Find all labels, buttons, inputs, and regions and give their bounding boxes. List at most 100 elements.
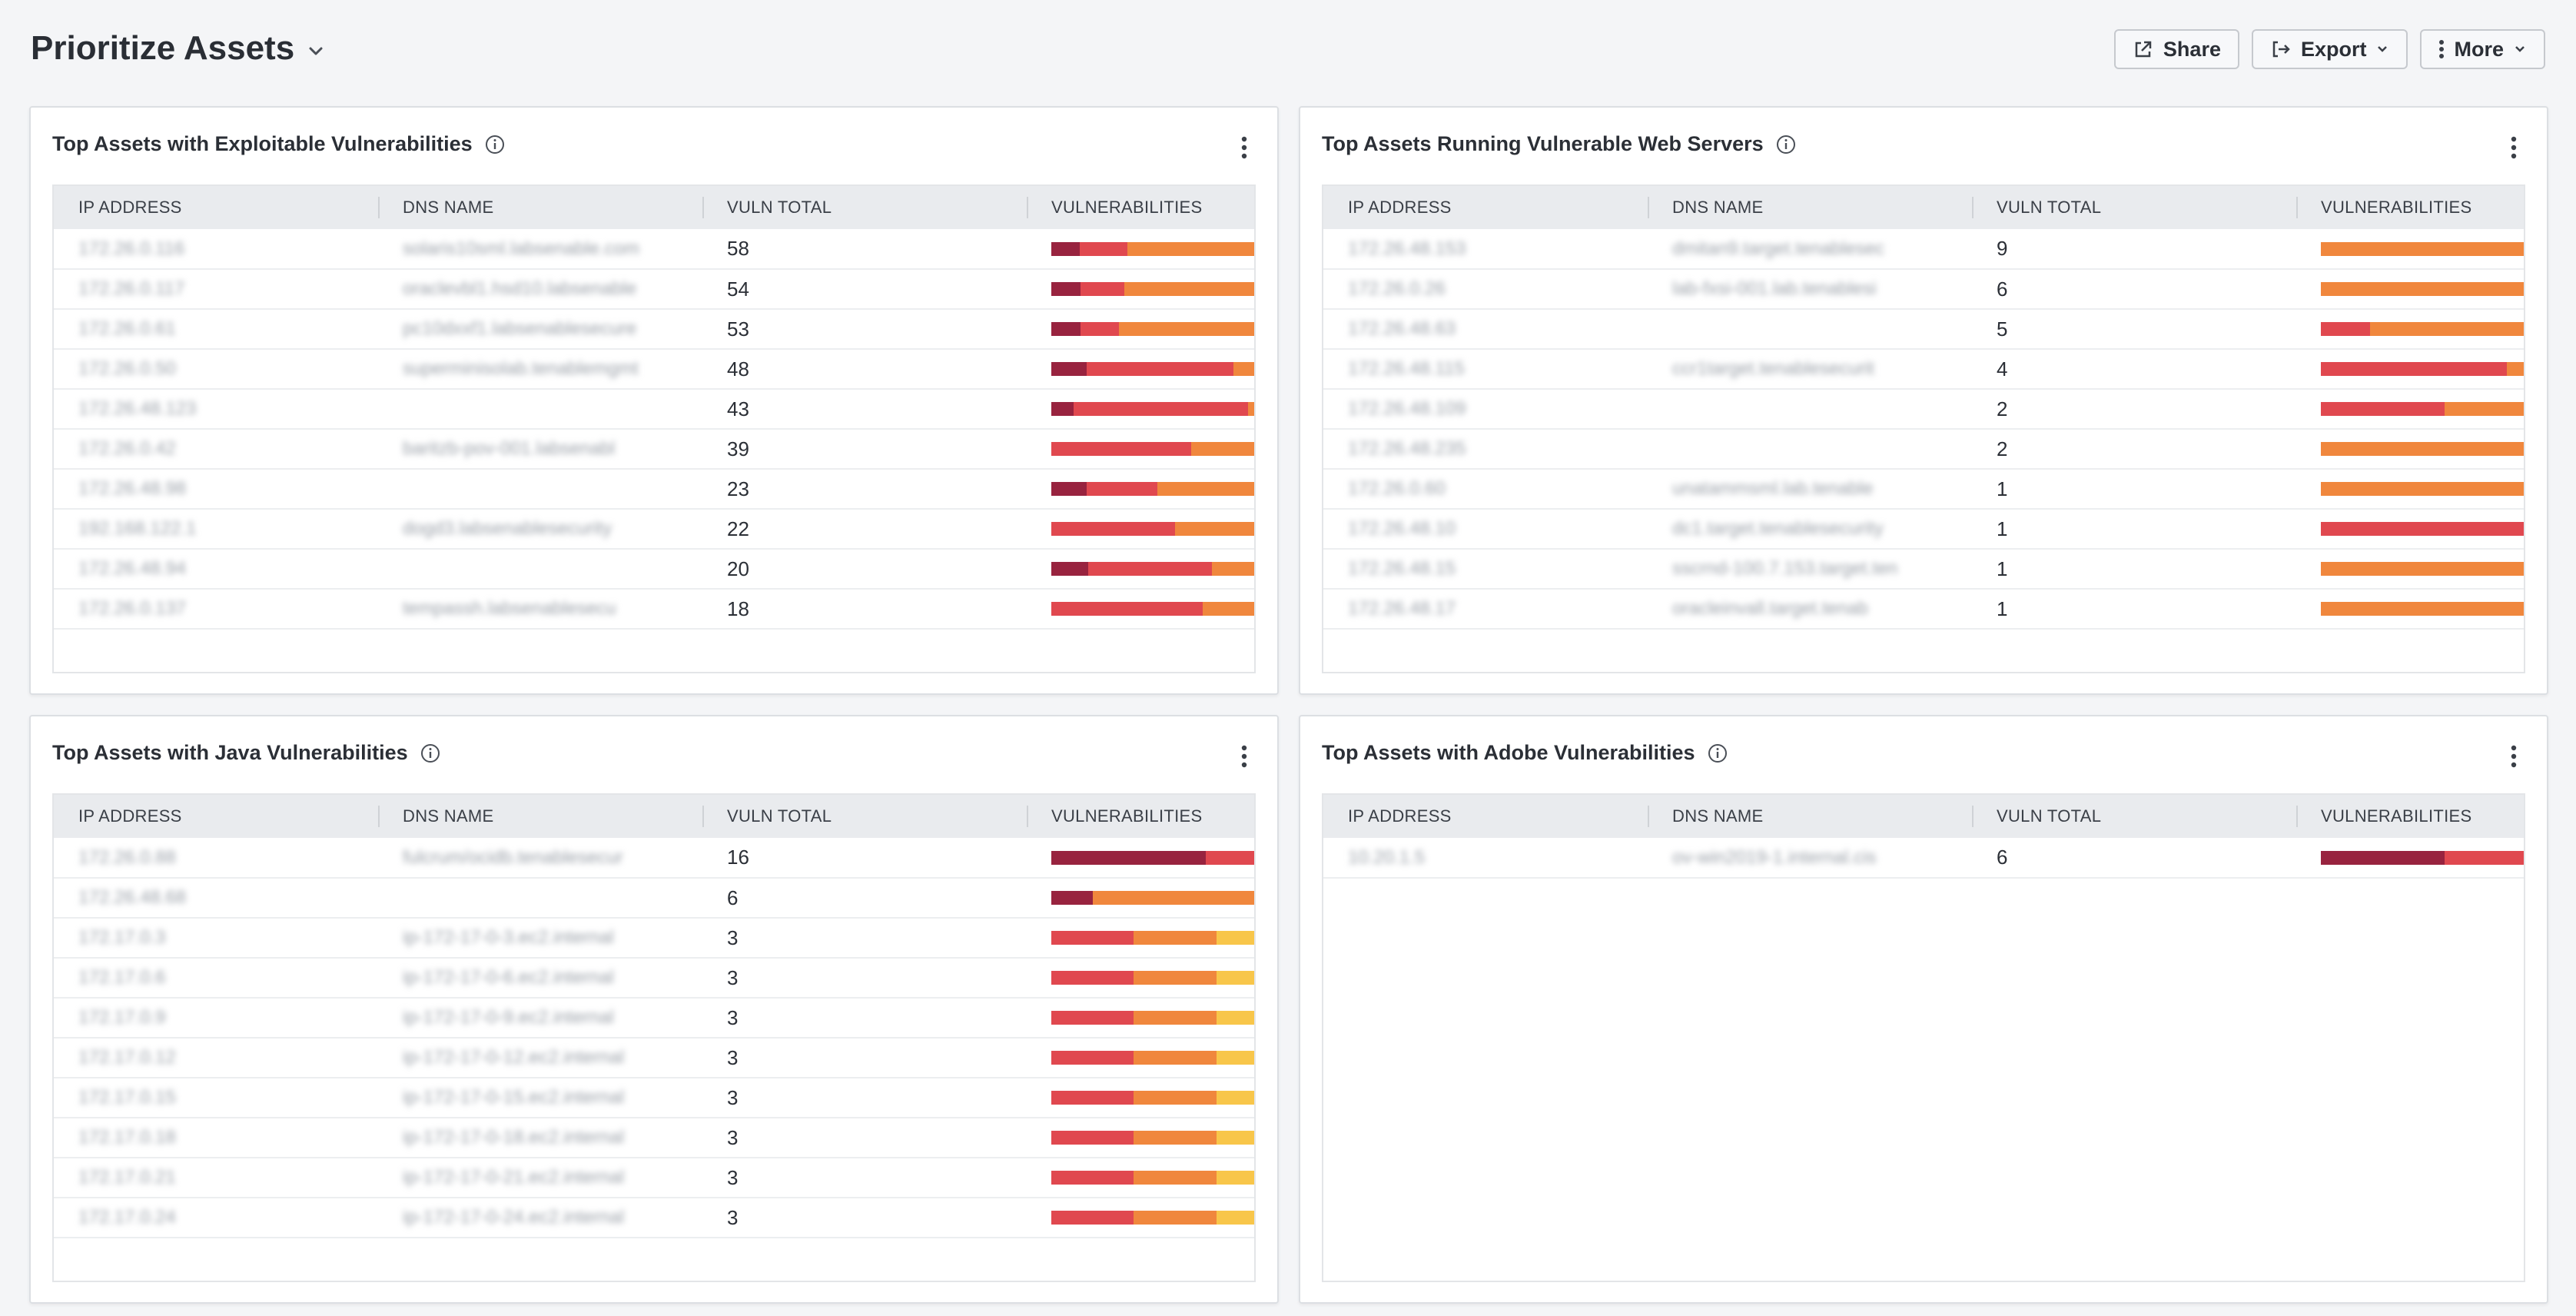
severity-segment-high[interactable] [1080, 282, 1124, 296]
vulnerabilities-cell[interactable] [1027, 509, 1254, 549]
column-dns-name[interactable]: DNS NAME [378, 186, 702, 229]
severity-segment-high[interactable] [2321, 362, 2507, 376]
ip-address-cell[interactable]: 172.26.0.137 [78, 598, 187, 619]
severity-bar[interactable] [1051, 282, 1254, 296]
severity-bar[interactable] [1051, 931, 1254, 945]
vulnerabilities-cell[interactable] [2296, 389, 2524, 429]
vulnerabilities-cell[interactable] [1027, 269, 1254, 309]
vulnerabilities-cell[interactable] [1027, 958, 1254, 998]
ip-address-cell[interactable]: 172.17.0.21 [78, 1167, 176, 1188]
column-vuln-total[interactable]: VULN TOTAL [1972, 795, 2296, 838]
table-row[interactable]: 172.26.48.94 20 [54, 549, 1254, 589]
severity-segment-high[interactable] [1051, 1131, 1134, 1145]
table-row[interactable]: 172.26.48.115 ccr1target.tenablesecurit 4 [1323, 349, 2524, 389]
vulnerabilities-cell[interactable] [1027, 1038, 1254, 1078]
ip-address-cell[interactable]: 172.17.0.9 [78, 1007, 166, 1028]
table-row[interactable]: 172.26.48.15 sscrnd-100.7.153.target.ten 1 [1323, 549, 2524, 589]
severity-bar[interactable] [2321, 562, 2524, 576]
table-row[interactable]: 172.26.0.61 pc10dxxf1.labsenablesecure 53 [54, 309, 1254, 349]
severity-segment-high[interactable] [1051, 442, 1191, 456]
severity-segment-low[interactable] [1216, 1211, 1254, 1225]
ip-address-cell[interactable]: 10.20.1.5 [1348, 846, 1426, 868]
vulnerabilities-cell[interactable] [2296, 838, 2524, 878]
severity-segment-high[interactable] [2321, 322, 2371, 336]
severity-segment-medium[interactable] [1124, 282, 1254, 296]
ip-address-cell[interactable]: 172.17.0.24 [78, 1207, 176, 1228]
ip-address-cell[interactable]: 172.26.48.17 [1348, 598, 1456, 619]
severity-segment-low[interactable] [1216, 971, 1254, 985]
ip-address-cell[interactable]: 172.26.0.117 [78, 278, 185, 299]
severity-segment-high[interactable] [1051, 971, 1134, 985]
dns-name-cell[interactable]: tempassh.labsenablesecu [403, 598, 616, 619]
table-row[interactable]: 172.26.0.117 oraclevbl1.hsd10.labsenable 5… [54, 269, 1254, 309]
column-vuln-total[interactable]: VULN TOTAL [1972, 186, 2296, 229]
vulnerabilities-cell[interactable] [1027, 309, 1254, 349]
severity-segment-medium[interactable] [2321, 602, 2524, 616]
table-row[interactable]: 172.26.48.68 6 [54, 878, 1254, 918]
table-row[interactable]: 172.17.0.12 ip-172-17-0-12.ec2.internal 3 [54, 1038, 1254, 1078]
ip-address-cell[interactable]: 172.17.0.6 [78, 967, 166, 988]
severity-segment-medium[interactable] [1134, 931, 1217, 945]
dns-name-cell[interactable]: baritzb-pov-001.labsenabl [403, 438, 616, 459]
column-dns-name[interactable]: DNS NAME [378, 795, 702, 838]
severity-segment-medium[interactable] [1202, 602, 1254, 616]
severity-segment-medium[interactable] [1134, 1091, 1217, 1105]
severity-segment-critical[interactable] [1051, 282, 1081, 296]
vulnerabilities-cell[interactable] [1027, 1118, 1254, 1158]
vulnerabilities-cell[interactable] [1027, 469, 1254, 509]
severity-bar[interactable] [1051, 971, 1254, 985]
severity-segment-medium[interactable] [1233, 362, 1254, 376]
severity-bar[interactable] [1051, 562, 1254, 576]
severity-segment-high[interactable] [1080, 241, 1128, 256]
vulnerabilities-cell[interactable] [2296, 589, 2524, 629]
severity-bar[interactable] [1051, 402, 1254, 416]
vulnerabilities-cell[interactable] [1027, 1158, 1254, 1198]
severity-segment-medium[interactable] [1134, 1051, 1217, 1065]
table-row[interactable]: 172.17.0.9 ip-172-17-0-9.ec2.internal 3 [54, 998, 1254, 1038]
dns-name-cell[interactable]: dc1.target.tenablesecurity [1672, 518, 1884, 539]
dns-name-cell[interactable]: dogd3.labsenablesecurity [403, 518, 612, 539]
column-dns-name[interactable]: DNS NAME [1648, 795, 1972, 838]
panel-menu-icon[interactable] [1240, 744, 1248, 769]
severity-segment-high[interactable] [2321, 402, 2445, 416]
severity-segment-low[interactable] [1216, 1011, 1254, 1025]
severity-bar[interactable] [2321, 322, 2524, 336]
ip-address-cell[interactable]: 172.17.0.18 [78, 1127, 176, 1148]
ip-address-cell[interactable]: 172.26.48.235 [1348, 438, 1466, 459]
vulnerabilities-cell[interactable] [1027, 1198, 1254, 1238]
vulnerabilities-cell[interactable] [1027, 229, 1254, 269]
ip-address-cell[interactable]: 172.26.0.50 [78, 358, 176, 379]
dns-name-cell[interactable]: ccr1target.tenablesecurit [1672, 358, 1874, 379]
severity-segment-high[interactable] [2321, 522, 2524, 536]
ip-address-cell[interactable]: 172.26.0.60 [1348, 478, 1446, 499]
ip-address-cell[interactable]: 172.26.48.68 [78, 887, 187, 908]
severity-segment-high[interactable] [1206, 850, 1254, 865]
severity-segment-critical[interactable] [1051, 322, 1081, 336]
severity-segment-medium[interactable] [2445, 402, 2524, 416]
export-button[interactable]: Export [2251, 29, 2408, 69]
severity-segment-critical[interactable] [1051, 850, 1207, 865]
severity-segment-medium[interactable] [1127, 241, 1254, 256]
dns-name-cell[interactable]: ip-172-17-0-12.ec2.internal [403, 1047, 625, 1068]
table-row[interactable]: 172.26.0.116 solaris10sml.labsenable.com 5… [54, 229, 1254, 269]
severity-bar[interactable] [1051, 482, 1254, 496]
table-row[interactable]: 172.26.48.98 23 [54, 469, 1254, 509]
table-row[interactable]: 172.26.48.63 5 [1323, 309, 2524, 349]
severity-segment-critical[interactable] [1051, 402, 1074, 416]
table-row[interactable]: 172.26.0.26 lab-fxsi-001.lab.tenablesi 6 [1323, 269, 2524, 309]
severity-segment-low[interactable] [1216, 1051, 1254, 1065]
vulnerabilities-cell[interactable] [2296, 509, 2524, 549]
severity-segment-medium[interactable] [1134, 1211, 1217, 1225]
severity-segment-medium[interactable] [1134, 1011, 1217, 1025]
severity-bar[interactable] [2321, 482, 2524, 496]
severity-bar[interactable] [1051, 891, 1254, 905]
severity-segment-critical[interactable] [1051, 482, 1087, 496]
severity-segment-medium[interactable] [1157, 482, 1254, 496]
dns-name-cell[interactable]: superminisolab.tenablemgmt [403, 358, 639, 379]
vulnerabilities-cell[interactable] [1027, 878, 1254, 918]
severity-segment-high[interactable] [1087, 362, 1233, 376]
severity-bar[interactable] [2321, 522, 2524, 536]
dns-name-cell[interactable]: ip-172-17-0-21.ec2.internal [403, 1167, 625, 1188]
severity-segment-critical[interactable] [2321, 850, 2445, 865]
dns-name-cell[interactable]: oracleinvall.target.tenab [1672, 598, 1868, 619]
